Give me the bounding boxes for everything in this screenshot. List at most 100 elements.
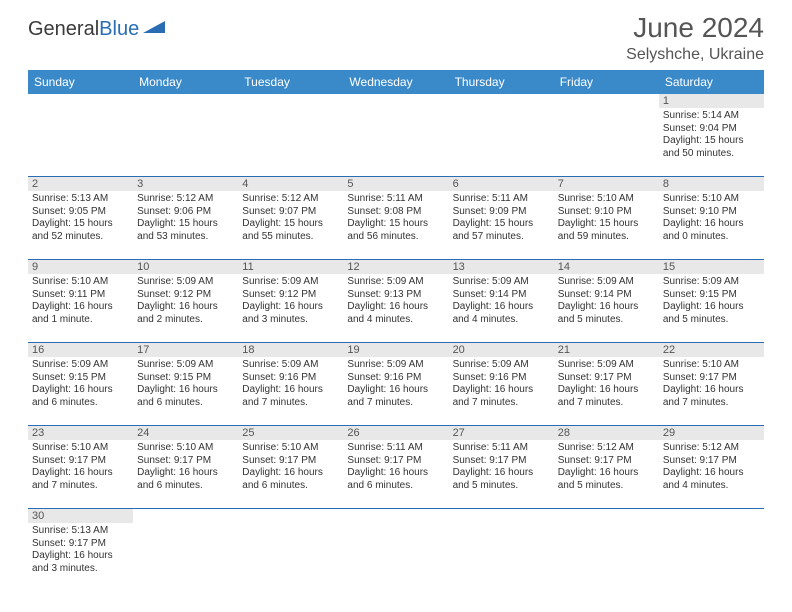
day-cell: Sunrise: 5:12 AMSunset: 9:17 PMDaylight:… [554, 440, 659, 508]
day-detail-line: Sunset: 9:15 PM [32, 372, 129, 385]
day-cell [133, 108, 238, 176]
day-number-row: 1 [28, 94, 764, 108]
day-detail-line: and 6 minutes. [242, 480, 339, 493]
day-detail-line: Daylight: 16 hours [137, 384, 234, 397]
day-number: 15 [659, 260, 764, 274]
day-detail-line: Sunset: 9:15 PM [137, 372, 234, 385]
day-cell: Sunrise: 5:10 AMSunset: 9:11 PMDaylight:… [28, 274, 133, 342]
day-detail-text: Sunrise: 5:12 AMSunset: 9:07 PMDaylight:… [242, 193, 339, 243]
day-detail-text: Sunrise: 5:12 AMSunset: 9:17 PMDaylight:… [558, 442, 655, 492]
day-cell: Sunrise: 5:10 AMSunset: 9:17 PMDaylight:… [28, 440, 133, 508]
day-detail-line: Sunset: 9:12 PM [242, 289, 339, 302]
day-detail-line: Daylight: 16 hours [137, 301, 234, 314]
week-row: Sunrise: 5:13 AMSunset: 9:05 PMDaylight:… [28, 191, 764, 260]
day-number: 20 [449, 343, 554, 357]
day-number: 2 [28, 177, 133, 191]
day-detail-line: and 2 minutes. [137, 314, 234, 327]
weekday-header-cell: Saturday [659, 70, 764, 94]
day-number: 26 [343, 426, 448, 440]
day-detail-line: Daylight: 16 hours [558, 467, 655, 480]
day-detail-line: and 4 minutes. [453, 314, 550, 327]
day-detail-line: Sunset: 9:08 PM [347, 206, 444, 219]
day-cell [28, 108, 133, 176]
day-number: 6 [449, 177, 554, 191]
day-cell: Sunrise: 5:10 AMSunset: 9:17 PMDaylight:… [133, 440, 238, 508]
day-cell: Sunrise: 5:09 AMSunset: 9:12 PMDaylight:… [133, 274, 238, 342]
day-detail-line: Sunrise: 5:09 AM [137, 359, 234, 372]
day-detail-text: Sunrise: 5:11 AMSunset: 9:09 PMDaylight:… [453, 193, 550, 243]
day-detail-line: and 53 minutes. [137, 231, 234, 244]
day-detail-line: Sunrise: 5:09 AM [558, 359, 655, 372]
logo: General Blue [28, 18, 165, 41]
day-detail-line: Sunset: 9:17 PM [558, 455, 655, 468]
flag-icon [143, 19, 165, 40]
day-detail-line: Daylight: 16 hours [453, 384, 550, 397]
day-cell [554, 108, 659, 176]
day-number: 23 [28, 426, 133, 440]
day-detail-line: Daylight: 16 hours [32, 301, 129, 314]
day-detail-line: Sunrise: 5:09 AM [32, 359, 129, 372]
day-detail-line: Sunset: 9:17 PM [32, 538, 129, 551]
day-detail-text: Sunrise: 5:09 AMSunset: 9:16 PMDaylight:… [347, 359, 444, 409]
day-cell: Sunrise: 5:11 AMSunset: 9:08 PMDaylight:… [343, 191, 448, 259]
day-number: 16 [28, 343, 133, 357]
day-detail-line: Sunrise: 5:10 AM [558, 193, 655, 206]
day-detail-line: Sunset: 9:17 PM [663, 372, 760, 385]
day-cell: Sunrise: 5:09 AMSunset: 9:12 PMDaylight:… [238, 274, 343, 342]
day-number [133, 509, 238, 523]
day-detail-text: Sunrise: 5:10 AMSunset: 9:10 PMDaylight:… [663, 193, 760, 243]
page-header: General Blue June 2024 Selyshche, Ukrain… [28, 12, 764, 64]
day-cell: Sunrise: 5:13 AMSunset: 9:05 PMDaylight:… [28, 191, 133, 259]
day-number: 1 [659, 94, 764, 108]
day-detail-line: and 7 minutes. [663, 397, 760, 410]
day-number: 30 [28, 509, 133, 523]
weekday-header-cell: Wednesday [343, 70, 448, 94]
day-detail-text: Sunrise: 5:13 AMSunset: 9:17 PMDaylight:… [32, 525, 129, 575]
day-detail-text: Sunrise: 5:12 AMSunset: 9:17 PMDaylight:… [663, 442, 760, 492]
day-number: 7 [554, 177, 659, 191]
day-detail-text: Sunrise: 5:12 AMSunset: 9:06 PMDaylight:… [137, 193, 234, 243]
day-detail-line: and 6 minutes. [137, 397, 234, 410]
day-detail-line: and 7 minutes. [32, 480, 129, 493]
day-number-row: 30 [28, 509, 764, 523]
day-number [133, 94, 238, 108]
day-detail-line: Sunrise: 5:10 AM [242, 442, 339, 455]
day-detail-line: Sunrise: 5:09 AM [453, 276, 550, 289]
week-row: Sunrise: 5:10 AMSunset: 9:17 PMDaylight:… [28, 440, 764, 509]
day-detail-line: Sunrise: 5:10 AM [663, 193, 760, 206]
day-detail-line: Sunset: 9:17 PM [558, 372, 655, 385]
day-detail-line: Sunrise: 5:12 AM [558, 442, 655, 455]
day-number: 25 [238, 426, 343, 440]
day-number: 5 [343, 177, 448, 191]
weekday-header-cell: Tuesday [238, 70, 343, 94]
day-detail-line: Sunset: 9:06 PM [137, 206, 234, 219]
day-detail-line: Sunset: 9:17 PM [137, 455, 234, 468]
day-detail-text: Sunrise: 5:09 AMSunset: 9:14 PMDaylight:… [453, 276, 550, 326]
day-detail-text: Sunrise: 5:09 AMSunset: 9:15 PMDaylight:… [137, 359, 234, 409]
day-number: 22 [659, 343, 764, 357]
day-detail-line: Sunset: 9:10 PM [663, 206, 760, 219]
day-detail-text: Sunrise: 5:11 AMSunset: 9:17 PMDaylight:… [453, 442, 550, 492]
day-number: 12 [343, 260, 448, 274]
day-detail-line: and 5 minutes. [558, 480, 655, 493]
title-block: June 2024 Selyshche, Ukraine [626, 12, 764, 64]
day-detail-line: Daylight: 15 hours [453, 218, 550, 231]
day-number [554, 509, 659, 523]
day-number: 8 [659, 177, 764, 191]
day-detail-line: Daylight: 15 hours [663, 135, 760, 148]
day-cell: Sunrise: 5:13 AMSunset: 9:17 PMDaylight:… [28, 523, 133, 591]
day-number [343, 509, 448, 523]
day-cell: Sunrise: 5:09 AMSunset: 9:15 PMDaylight:… [659, 274, 764, 342]
day-number: 9 [28, 260, 133, 274]
day-detail-text: Sunrise: 5:10 AMSunset: 9:17 PMDaylight:… [32, 442, 129, 492]
day-detail-text: Sunrise: 5:09 AMSunset: 9:15 PMDaylight:… [663, 276, 760, 326]
weekday-header-cell: Thursday [449, 70, 554, 94]
day-detail-line: Daylight: 16 hours [32, 384, 129, 397]
day-detail-line: and 7 minutes. [453, 397, 550, 410]
day-detail-line: and 59 minutes. [558, 231, 655, 244]
day-cell [554, 523, 659, 591]
day-cell: Sunrise: 5:14 AMSunset: 9:04 PMDaylight:… [659, 108, 764, 176]
day-number [238, 94, 343, 108]
day-detail-text: Sunrise: 5:10 AMSunset: 9:17 PMDaylight:… [242, 442, 339, 492]
day-number [449, 94, 554, 108]
